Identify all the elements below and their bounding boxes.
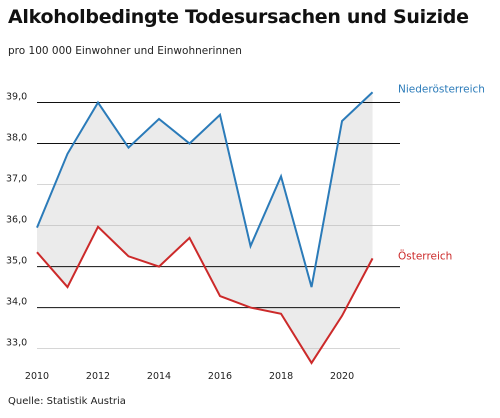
y-tick-label: 36,0 [6,215,27,226]
y-tick-label: 35,0 [6,256,27,267]
chart-subtitle: pro 100 000 Einwohner und Einwohnerinnen [8,45,242,57]
series-label-0: Niederösterreich [398,83,485,95]
y-tick-label: 34,0 [6,297,27,308]
area-between-series [37,92,373,363]
x-tick-label: 2016 [208,371,232,382]
x-tick-label: 2020 [330,371,354,382]
source-note: Quelle: Statistik Austria [8,396,126,407]
series-label-1: Österreich [398,249,452,262]
x-tick-label: 2018 [269,371,293,382]
y-tick-label: 33,0 [6,338,27,349]
x-tick-label: 2014 [147,371,171,382]
y-tick-label: 37,0 [6,174,27,185]
series-line-1 [36,225,374,365]
y-tick-label: 39,0 [6,92,27,103]
x-tick-label: 2010 [25,371,49,382]
series-line-0 [36,91,374,288]
y-tick-label: 38,0 [6,133,27,144]
x-tick-label: 2012 [86,371,110,382]
chart-title: Alkoholbedingte Todesursachen und Suizid… [8,6,469,28]
